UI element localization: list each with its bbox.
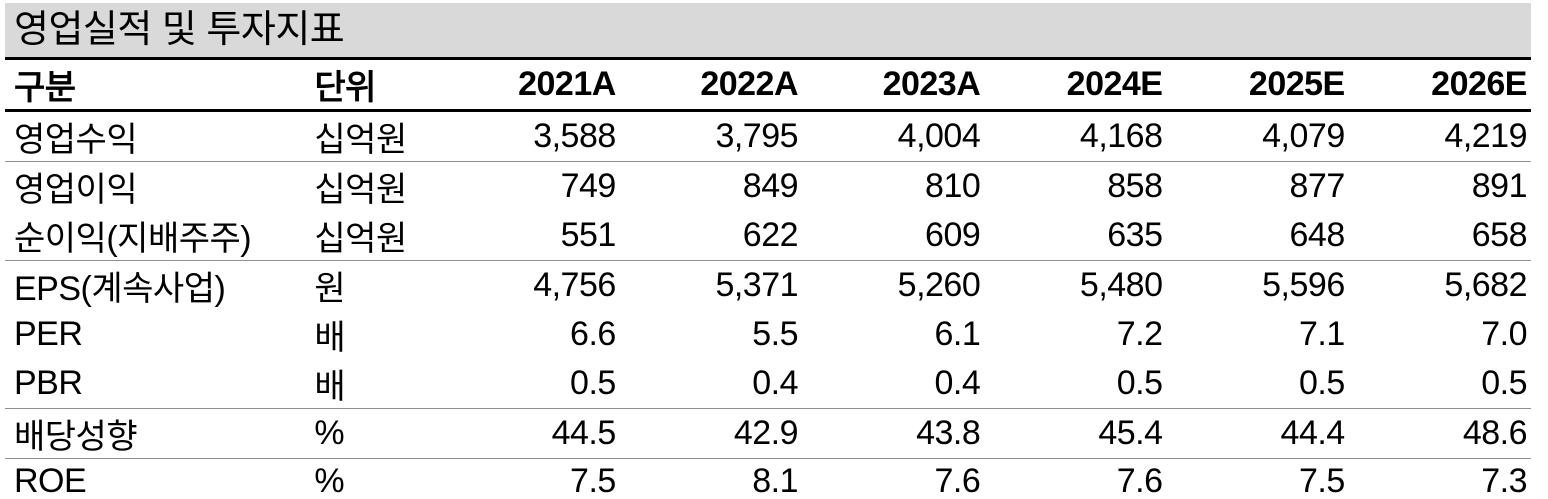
cell-value: 7.0 [1481,315,1527,353]
row-label: PER [14,315,83,353]
cell-value: 858 [1107,167,1163,205]
cell-value: 42.9 [733,414,799,452]
row-label: ROE [14,462,87,499]
column-header-1: 단위 [314,69,376,107]
cell-value: 5,596 [1262,266,1345,304]
cell-value: 5,682 [1444,266,1527,304]
cell-value: 609 [925,216,981,254]
financial-metrics-table: 구분 단위 2021A 2022A 2023A 2024E 2025E 2026E 영업수익 십… [5,60,1531,499]
cell-value: 8.1 [752,462,799,499]
table-title: 영업실적 및 투자지표 [5,3,1531,60]
row-label: 순이익(지배주주) [14,220,252,258]
cell-value: 0.5 [1481,364,1527,402]
cell-value: 849 [742,167,799,205]
cell-value: 43.8 [916,414,981,452]
cell-value: 44.5 [551,414,617,452]
row-unit: 배 [314,319,346,357]
table-row: PBR 배 0.5 0.4 0.4 0.5 0.5 0.5 [5,359,1531,409]
cell-value: 6.1 [934,315,981,353]
cell-value: 648 [1289,216,1346,254]
cell-value: 877 [1289,167,1346,205]
cell-value: 4,168 [1079,117,1163,155]
cell-value: 622 [742,216,799,254]
cell-value: 7.5 [1298,462,1345,499]
cell-value: 7.3 [1481,462,1527,499]
cell-value: 6.6 [570,315,616,353]
column-header-4: 2023A [882,65,981,103]
table-row: 순이익(지배주주) 십억원 551 622 609 635 648 658 [5,211,1531,261]
cell-value: 7.1 [1298,315,1345,353]
column-header-6: 2025E [1248,65,1345,103]
cell-value: 7.2 [1116,315,1163,353]
table-row: 영업수익 십억원 3,588 3,795 4,004 4,168 4,079 4,219 [5,111,1531,162]
cell-value: 3,588 [533,117,616,155]
row-unit: 십억원 [314,121,407,159]
cell-value: 0.4 [934,364,981,402]
row-unit: 배 [314,368,346,406]
cell-value: 551 [560,216,617,254]
cell-value: 4,079 [1262,117,1345,155]
column-header-7: 2026E [1431,65,1527,103]
column-header-0: 구분 [14,69,76,107]
table-body: 영업수익 십억원 3,588 3,795 4,004 4,168 4,079 4,219 영업이… [5,111,1531,499]
cell-value: 7.6 [1116,462,1163,499]
table-row: PER 배 6.6 5.5 6.1 7.2 7.1 7.0 [5,310,1531,359]
cell-value: 810 [925,167,981,205]
cell-value: 0.5 [1298,364,1345,402]
cell-value: 3,795 [715,117,799,155]
cell-value: 48.6 [1462,414,1528,452]
cell-value: 5,260 [897,266,981,304]
cell-value: 4,756 [533,266,616,304]
table-row: ROE% 7.5 8.1 7.6 7.6 7.5 7.3 [5,459,1531,499]
cell-value: 5.5 [752,315,799,353]
cell-value: 4,219 [1444,117,1527,155]
cell-value: 0.5 [570,364,616,402]
column-header-2: 2021A [518,65,616,103]
column-header-5: 2024E [1066,65,1163,103]
table-row: EPS(계속사업) 원 4,756 5,371 5,260 5,480 5,596 5,682 [5,261,1531,311]
cell-value: 0.4 [752,364,799,402]
cell-value: 7.5 [570,462,616,499]
cell-value: 7.6 [934,462,981,499]
row-label: PBR [14,364,83,402]
cell-value: 891 [1471,167,1528,205]
row-unit: % [314,414,345,452]
row-label: EPS(계속사업) [14,270,226,308]
table-row: 배당성향% 44.5 42.9 43.8 45.4 44.4 48.6 [5,409,1531,459]
cell-value: 4,004 [897,117,981,155]
cell-value: 44.4 [1280,414,1346,452]
row-unit: 원 [314,270,346,308]
cell-value: 5,480 [1079,266,1163,304]
row-unit: 십억원 [314,220,407,258]
row-label: 영업이익 [14,171,138,209]
cell-value: 658 [1471,216,1528,254]
cell-value: 0.5 [1116,364,1163,402]
cell-value: 749 [560,167,617,205]
table-header-row: 구분 단위 2021A 2022A 2023A 2024E 2025E 2026E [5,60,1531,111]
column-header-3: 2022A [700,65,799,103]
row-unit: % [314,462,345,499]
row-label: 배당성향 [14,418,138,456]
table-row: 영업이익 십억원 749 849 810 858 877 891 [5,162,1531,212]
cell-value: 45.4 [1098,414,1163,452]
row-unit: 십억원 [314,171,407,209]
cell-value: 635 [1107,216,1163,254]
row-label: 영업수익 [14,121,138,159]
cell-value: 5,371 [715,266,799,304]
